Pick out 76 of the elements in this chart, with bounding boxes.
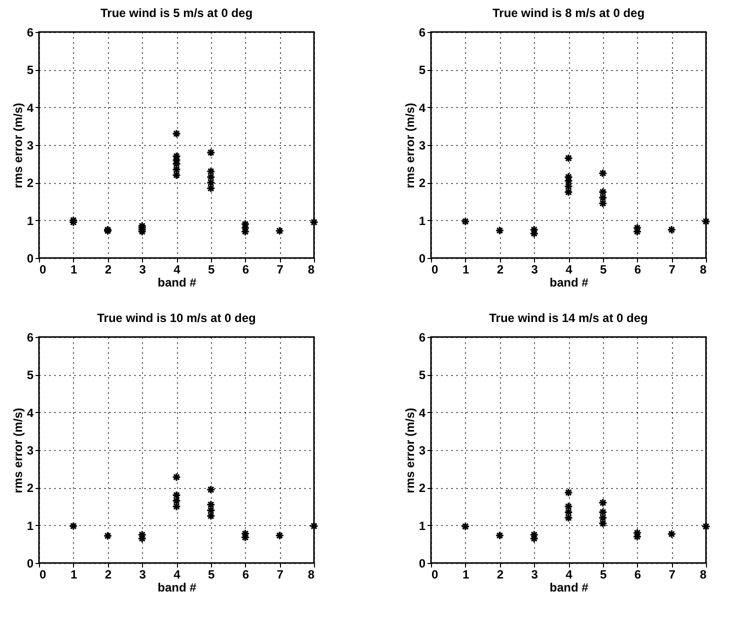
y-tick-label: 5 [418, 63, 426, 78]
x-axis-title: band # [158, 276, 197, 290]
y-tick-label: 1 [418, 518, 426, 533]
y-tick-label: 2 [418, 176, 426, 190]
chart-title: True wind is 14 m/s at 0 deg [489, 311, 648, 325]
x-tick-label: 7 [668, 262, 676, 276]
y-axis-title: rms error (m/s) [402, 102, 417, 188]
x-tick-label: 2 [496, 568, 504, 582]
y-tick-label: 5 [26, 368, 34, 382]
x-tick-label: 3 [531, 568, 538, 582]
y-tick-label: 1 [26, 214, 34, 228]
y-tick-label: 1 [418, 214, 426, 228]
y-tick-label: 4 [418, 406, 426, 420]
y-tick-label: 6 [418, 26, 426, 40]
x-tick-label: 1 [462, 262, 470, 276]
x-tick-label: 6 [634, 568, 642, 582]
x-tick-label: 0 [432, 262, 438, 276]
y-tick-label: 6 [26, 330, 34, 344]
y-axis-title: rms error (m/s) [10, 102, 25, 188]
y-axis-title: rms error (m/s) [402, 408, 417, 494]
x-tick-label: 0 [40, 568, 46, 582]
y-axis-title: rms error (m/s) [10, 408, 25, 494]
x-tick-label: 5 [208, 568, 216, 582]
x-tick-label: 8 [308, 262, 315, 276]
y-tick-label: 0 [26, 252, 34, 266]
y-tick-label: 3 [26, 444, 34, 458]
x-tick-label: 3 [139, 568, 146, 582]
y-tick-label: 4 [418, 100, 426, 115]
chart-title: True wind is 10 m/s at 0 deg [97, 311, 256, 325]
x-tick-label: 3 [531, 262, 538, 276]
chart-title: True wind is 8 m/s at 0 deg [492, 6, 645, 20]
x-tick-label: 1 [462, 568, 470, 582]
y-tick-label: 5 [418, 368, 426, 382]
x-tick-label: 7 [276, 262, 284, 276]
x-tick-label: 3 [139, 262, 146, 276]
y-tick-label: 2 [418, 481, 426, 496]
y-tick-label: 0 [418, 556, 426, 570]
x-tick-label: 1 [70, 568, 78, 582]
y-tick-label: 1 [26, 518, 34, 533]
y-tick-label: 4 [26, 100, 34, 115]
x-tick-label: 8 [700, 568, 707, 582]
x-tick-label: 4 [566, 262, 573, 276]
x-tick-label: 5 [600, 568, 608, 582]
y-tick-label: 3 [418, 138, 426, 152]
x-axis-title: band # [158, 580, 197, 594]
x-tick-label: 6 [242, 262, 250, 276]
x-tick-label: 4 [566, 568, 573, 582]
x-tick-label: 5 [208, 262, 216, 276]
x-tick-label: 5 [600, 262, 608, 276]
x-tick-label: 4 [174, 262, 181, 276]
x-tick-label: 7 [276, 568, 284, 582]
x-tick-label: 6 [242, 568, 250, 582]
x-tick-label: 8 [308, 568, 315, 582]
x-tick-label: 8 [700, 262, 707, 276]
y-tick-label: 6 [26, 26, 34, 40]
x-tick-label: 0 [40, 262, 46, 276]
y-tick-label: 5 [26, 63, 34, 78]
x-tick-label: 2 [104, 262, 112, 276]
x-axis-title: band # [550, 276, 589, 290]
x-tick-label: 4 [174, 568, 181, 582]
x-tick-label: 1 [70, 262, 78, 276]
x-tick-label: 2 [496, 262, 504, 276]
y-tick-label: 3 [26, 138, 34, 152]
y-tick-label: 3 [418, 444, 426, 458]
y-tick-label: 0 [418, 252, 426, 266]
x-tick-label: 0 [432, 568, 438, 582]
y-tick-label: 6 [418, 330, 426, 344]
y-tick-label: 2 [26, 481, 34, 496]
y-tick-label: 0 [26, 556, 34, 570]
chart-title: True wind is 5 m/s at 0 deg [100, 6, 253, 20]
x-tick-label: 6 [634, 262, 642, 276]
x-axis-title: band # [550, 580, 589, 594]
x-tick-label: 7 [668, 568, 676, 582]
y-tick-label: 4 [26, 406, 34, 420]
x-tick-label: 2 [104, 568, 112, 582]
y-tick-label: 2 [26, 176, 34, 190]
